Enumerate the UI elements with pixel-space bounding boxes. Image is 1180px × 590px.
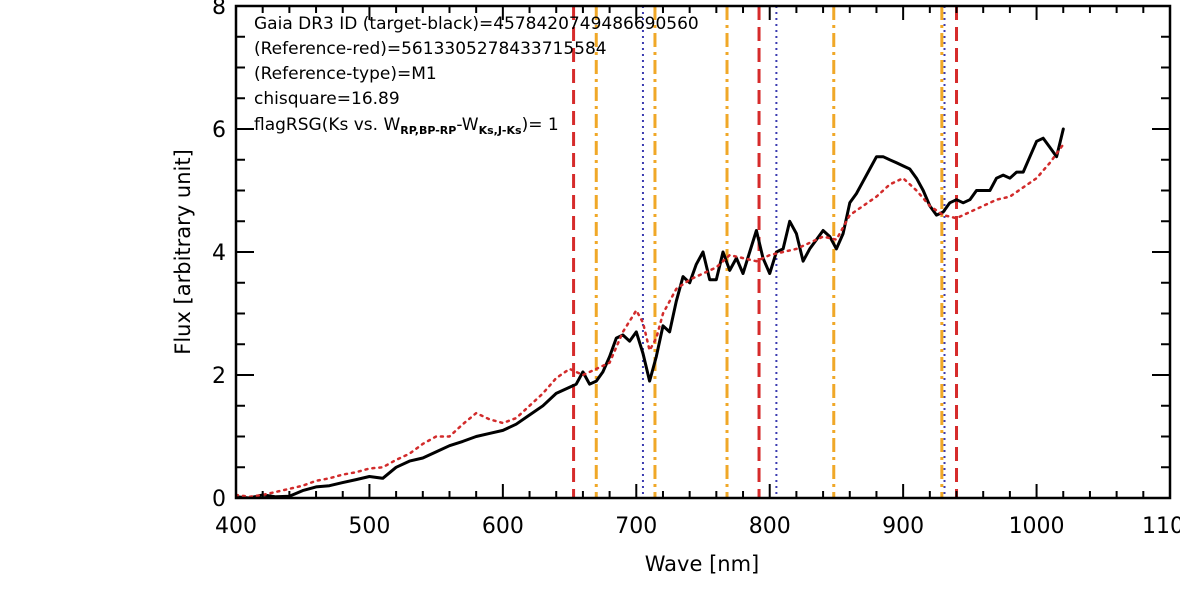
annotation-chisquare: chisquare=16.89 <box>254 89 400 109</box>
annotation-gaia-id: Gaia DR3 ID (target-black)=4578420749486… <box>254 14 699 34</box>
y-axis-title: Flux [arbitrary unit] <box>171 149 195 355</box>
flag-prefix: flagRSG(Ks vs. W <box>254 115 400 135</box>
y-tick-labels: 0 2 4 6 8 <box>212 0 226 512</box>
x-axis-title: Wave [nm] <box>645 552 759 576</box>
y-tick-label: 2 <box>212 364 226 389</box>
x-tick-label: 600 <box>482 514 524 539</box>
series-group <box>236 127 1065 498</box>
x-tick-label: 400 <box>215 514 257 539</box>
flag-subscript-1: RP,BP-RP <box>400 124 456 137</box>
target-spectrum-line <box>236 127 1065 498</box>
x-tick-label: 800 <box>749 514 791 539</box>
x-tick-label: 900 <box>882 514 924 539</box>
x-tick-label: 1000 <box>1009 514 1065 539</box>
y-tick-label: 4 <box>212 241 226 266</box>
annotation-reference-id: (Reference-red)=5613305278433715584 <box>254 39 607 59</box>
annotation-reference-type: (Reference-type)=M1 <box>254 64 437 84</box>
reference-spectrum-line <box>236 143 1065 498</box>
x-tick-label: 700 <box>615 514 657 539</box>
annotation-block: Gaia DR3 ID (target-black)=4578420749486… <box>254 14 699 137</box>
plot-frame <box>234 4 1172 500</box>
y-tick-label: 0 <box>212 487 226 512</box>
flag-subscript-2: Ks,J-Ks <box>479 124 522 137</box>
flag-mid: -W <box>456 115 478 135</box>
annotation-flag-rsg: flagRSG(Ks vs. WRP,BP-RP-WKs,J-Ks)= 1 <box>254 115 559 137</box>
flag-suffix: )= 1 <box>522 115 559 135</box>
x-tick-label: 500 <box>348 514 390 539</box>
reference-lines <box>572 6 959 498</box>
y-tick-label: 6 <box>212 118 226 143</box>
y-tick-label: 8 <box>212 0 226 20</box>
